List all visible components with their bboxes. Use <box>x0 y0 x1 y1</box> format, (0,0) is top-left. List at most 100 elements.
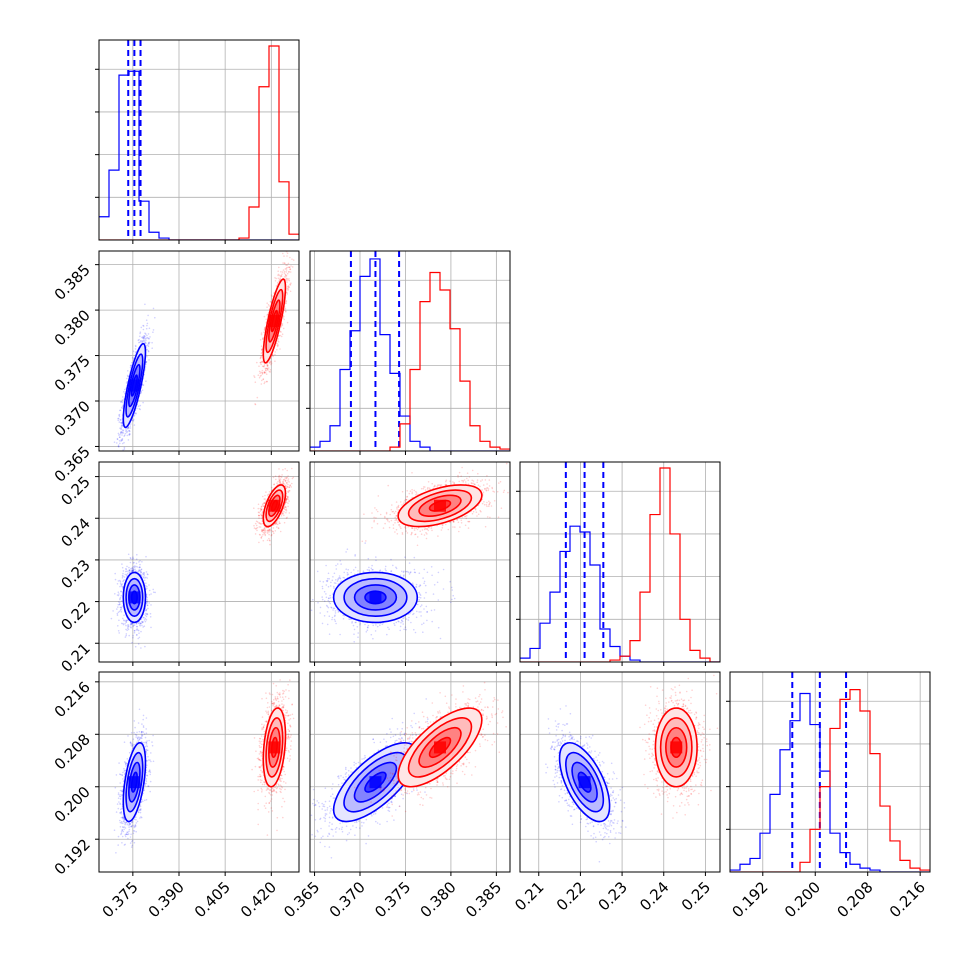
contour-line <box>125 577 144 617</box>
histogram-panel-2 <box>306 250 511 455</box>
contour-line <box>654 707 698 788</box>
y-tick-label: 0.24 <box>57 514 93 550</box>
x-tick-label: 0.390 <box>145 878 188 921</box>
gridlines <box>730 672 930 872</box>
contour-line <box>407 489 473 523</box>
contour-line <box>262 707 287 788</box>
scatter-panel-2-1 <box>95 250 300 455</box>
panel-frame <box>729 671 931 873</box>
histogram-panel-3 <box>516 461 721 666</box>
gridlines <box>99 40 299 240</box>
x-tick-label: 0.375 <box>99 878 142 921</box>
contour-line <box>397 707 483 788</box>
panel-frame <box>98 39 300 241</box>
density-peak <box>434 499 446 512</box>
y-tick-label: 0.200 <box>51 783 94 826</box>
density-peak <box>268 499 281 512</box>
contour-line <box>665 726 688 768</box>
y-tick-label: 0.22 <box>57 598 93 634</box>
panel-frame <box>519 671 721 873</box>
x-tick-label: 0.420 <box>237 878 280 921</box>
density-peak <box>268 315 281 327</box>
gridlines <box>520 462 720 662</box>
x-tick-label: 0.21 <box>511 878 547 914</box>
panel-frame <box>309 671 511 873</box>
histogram-series-1 <box>520 525 720 662</box>
y-tick-label: 0.370 <box>51 397 94 440</box>
x-tick-label: 0.23 <box>595 878 631 914</box>
histogram-series-2 <box>310 271 510 451</box>
histogram-series-2 <box>99 45 299 240</box>
y-tick-label: 0.208 <box>51 730 94 773</box>
contour-line <box>332 571 419 624</box>
gridlines <box>310 672 510 872</box>
contour-line <box>558 742 611 823</box>
scatter-panel-4-3 <box>519 671 721 876</box>
panel-frame <box>309 461 511 663</box>
contour-line <box>571 761 598 803</box>
histogram-series-1 <box>310 258 510 451</box>
scatter-panel-4-2 <box>309 671 511 876</box>
x-tick-label: 0.22 <box>553 878 589 914</box>
density-peak <box>578 776 591 789</box>
contour-line <box>418 494 462 517</box>
y-tick-label: 0.21 <box>57 639 93 675</box>
contour-line <box>125 751 144 813</box>
gridlines <box>99 462 299 662</box>
scatter-panel-4-1 <box>95 671 300 876</box>
density-peak <box>128 591 141 604</box>
y-tick-label: 0.23 <box>57 556 93 592</box>
y-tick-label: 0.385 <box>51 261 94 304</box>
x-tick-label: 0.385 <box>462 878 505 921</box>
x-tick-label: 0.370 <box>326 878 369 921</box>
density-peak <box>434 741 446 754</box>
contour-line <box>265 717 284 778</box>
contour-line <box>407 717 473 778</box>
contour-line <box>353 761 398 803</box>
x-tick-label: 0.365 <box>280 878 323 921</box>
x-tick-label: 0.25 <box>678 878 714 914</box>
contour-line <box>659 717 693 778</box>
contour-line <box>353 584 398 611</box>
y-tick-label: 0.216 <box>51 678 94 721</box>
panel-frame <box>98 671 300 873</box>
density-peak <box>268 741 281 754</box>
y-tick-label: 0.192 <box>51 835 94 878</box>
contour-line <box>364 590 387 605</box>
histogram-series-1 <box>99 70 299 240</box>
density-peak <box>369 776 382 789</box>
contour-line <box>122 342 147 429</box>
panel-frame <box>98 250 300 452</box>
x-tick-label: 0.200 <box>781 878 824 921</box>
y-tick-label: 0.375 <box>51 352 94 395</box>
contour-line <box>122 742 147 823</box>
density-peak <box>128 776 141 789</box>
x-tick-label: 0.208 <box>833 878 876 921</box>
density-peak <box>369 591 382 604</box>
x-tick-label: 0.380 <box>417 878 460 921</box>
gridlines <box>99 251 299 451</box>
contour-line <box>122 571 147 624</box>
contour-line <box>262 484 287 528</box>
x-tick-label: 0.405 <box>191 878 234 921</box>
panel-frame <box>519 461 721 663</box>
x-tick-label: 0.192 <box>729 878 772 921</box>
histogram-series-2 <box>520 467 720 662</box>
y-tick-label: 0.380 <box>51 306 94 349</box>
scatter-panel-3-1 <box>95 461 300 666</box>
x-tick-label: 0.24 <box>636 878 672 914</box>
histogram-panel-1 <box>95 39 300 244</box>
histogram-series-2 <box>730 689 930 872</box>
x-tick-label: 0.375 <box>371 878 414 921</box>
scatter-panel-3-2 <box>309 461 511 666</box>
density-peak <box>128 379 141 392</box>
panel-frame <box>98 461 300 663</box>
contour-line <box>343 577 408 617</box>
contour-line <box>262 278 287 364</box>
density-peak <box>670 741 683 754</box>
contour-line <box>565 751 605 813</box>
histogram-panel-4 <box>726 671 931 876</box>
panel-frame <box>309 250 511 452</box>
contour-line <box>397 484 483 528</box>
